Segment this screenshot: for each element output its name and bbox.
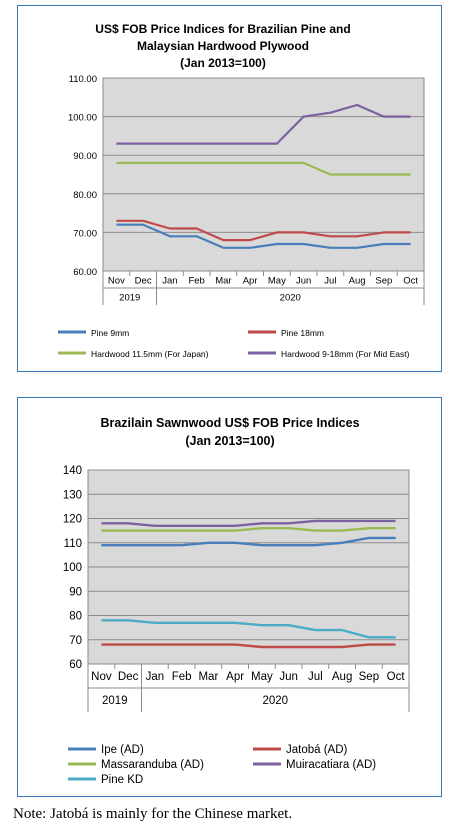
series-line-ipe-ad-: [101, 536, 396, 547]
series-line-pine-18mm: [116, 219, 411, 242]
x-tick-label: Jan: [146, 671, 165, 683]
y-tick-label: 80: [69, 611, 82, 623]
footnote: Note: Jatobá is mainly for the Chinese m…: [13, 806, 293, 822]
x-tick-label: Mar: [198, 671, 218, 683]
legend-label: Muiracatiara (AD): [286, 759, 376, 771]
series-line-hardwood-11-5mm-for-japan-: [116, 161, 411, 176]
chart-title: Brazilain Sawnwood US$ FOB Price Indices: [100, 416, 359, 430]
sawnwood-chart-panel: Brazilain Sawnwood US$ FOB Price Indices…: [17, 397, 442, 797]
y-tick-label: 90: [69, 586, 82, 598]
legend-label: Pine 9mm: [91, 328, 129, 338]
legend-label: Jatobá (AD): [286, 744, 348, 756]
chart-title: US$ FOB Price Indices for Brazilian Pine…: [95, 22, 350, 36]
x-tick-label: Nov: [91, 671, 112, 683]
x-tick-label: Apr: [243, 276, 258, 287]
x-tick-label: Jun: [296, 276, 311, 287]
x-tick-label: Jul: [324, 276, 336, 287]
series-line-jatob-ad-: [101, 643, 396, 649]
year-label: 2020: [280, 293, 301, 304]
y-tick-label: 140: [63, 465, 82, 477]
y-tick-label: 120: [63, 514, 82, 526]
x-tick-label: Feb: [188, 276, 204, 287]
legend-label: Ipe (AD): [101, 744, 144, 756]
plywood-chart: US$ FOB Price Indices for Brazilian Pine…: [58, 22, 425, 359]
x-tick-label: Nov: [108, 276, 125, 287]
y-tick-label: 70: [69, 635, 82, 647]
year-label: 2019: [102, 695, 128, 707]
x-tick-label: Dec: [135, 276, 152, 287]
year-label: 2019: [119, 293, 140, 304]
x-tick-label: Apr: [226, 671, 244, 683]
x-tick-label: May: [251, 671, 273, 683]
legend-label: Massaranduba (AD): [101, 759, 204, 771]
y-tick-label: 100: [63, 562, 82, 574]
series-line-pine-kd: [101, 619, 396, 639]
y-tick-label: 60.00: [73, 267, 97, 278]
x-tick-label: Dec: [118, 671, 139, 683]
x-tick-label: Jun: [279, 671, 298, 683]
y-tick-label: 80.00: [73, 190, 97, 201]
legend-label: Pine KD: [101, 774, 143, 786]
chart-subtitle: (Jan 2013=100): [185, 434, 274, 448]
chart-subtitle: Malaysian Hardwood Plywood: [137, 39, 309, 53]
legend-label: Hardwood 11.5mm (For Japan): [91, 349, 209, 359]
chart-subtitle: (Jan 2013=100): [180, 56, 266, 70]
series-line-massaranduba-ad-: [101, 526, 396, 532]
year-label: 2020: [262, 695, 288, 707]
x-tick-label: May: [268, 276, 286, 287]
y-tick-label: 100.00: [68, 113, 97, 124]
legend-label: Hardwood 9-18mm (For Mid East): [281, 349, 410, 359]
x-tick-label: Sep: [375, 276, 392, 287]
y-tick-label: 70.00: [73, 228, 97, 239]
series-line-muiracatiara-ad-: [101, 519, 396, 528]
y-tick-label: 110: [64, 538, 82, 550]
x-tick-label: Aug: [332, 671, 352, 683]
x-tick-label: Aug: [349, 276, 366, 287]
x-tick-label: Feb: [172, 671, 192, 683]
x-tick-label: Sep: [359, 671, 379, 683]
series-line-pine-9mm: [116, 223, 411, 249]
plywood-chart-panel: US$ FOB Price Indices for Brazilian Pine…: [17, 5, 442, 372]
x-tick-label: Oct: [403, 276, 418, 287]
x-tick-label: Jul: [308, 671, 323, 683]
x-tick-label: Jan: [162, 276, 177, 287]
sawnwood-chart: Brazilain Sawnwood US$ FOB Price Indices…: [63, 416, 410, 786]
x-tick-label: Mar: [215, 276, 231, 287]
y-tick-label: 60: [69, 659, 82, 671]
legend-label: Pine 18mm: [281, 328, 324, 338]
y-tick-label: 110.00: [69, 74, 97, 85]
series-line-hardwood-9-18mm-for-mid-east-: [116, 103, 411, 145]
x-tick-label: Oct: [387, 671, 406, 683]
y-tick-label: 90.00: [73, 151, 97, 162]
y-tick-label: 130: [63, 489, 82, 501]
